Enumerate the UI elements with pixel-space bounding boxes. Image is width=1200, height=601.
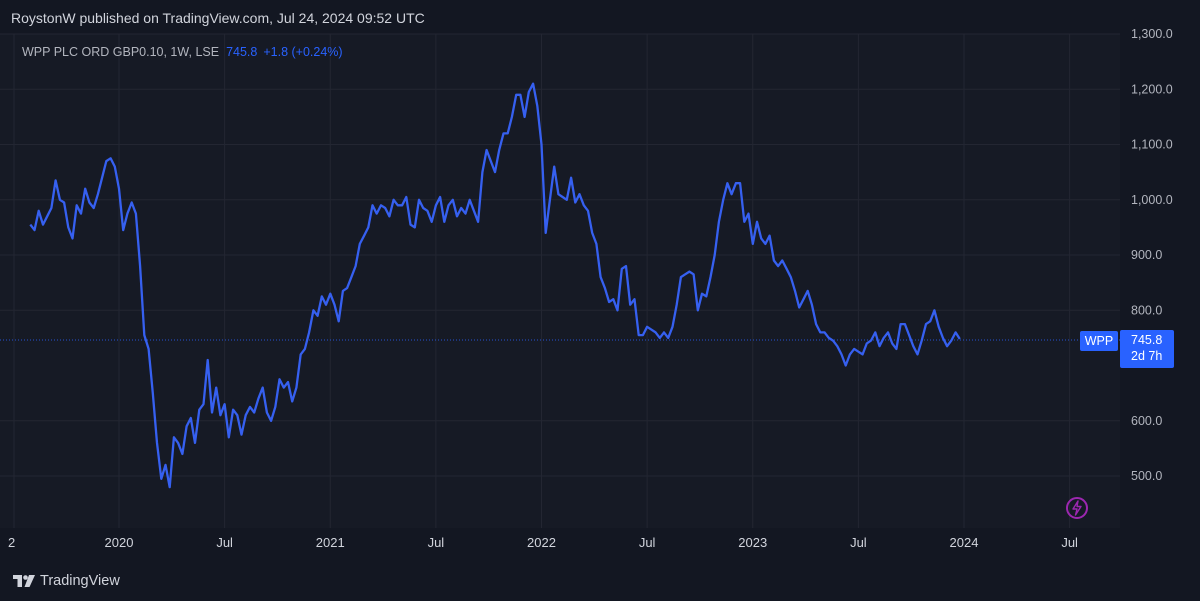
- x-tick-label: Jul: [1061, 535, 1078, 550]
- x-tick-label: 2021: [316, 535, 345, 550]
- y-tick-label: 500.0: [1131, 469, 1162, 483]
- tradingview-logo-text: TradingView: [40, 573, 120, 589]
- x-tick-label: 2024: [950, 535, 979, 550]
- bottom-bar: [0, 560, 1200, 601]
- y-tick-label: 1,300.0: [1131, 27, 1173, 41]
- ticker-tag: [1080, 331, 1118, 351]
- top-bar: RoystonW published on TradingView.com, J…: [0, 0, 1200, 34]
- y-tick-label: 600.0: [1131, 414, 1162, 428]
- x-tick-label: 2020: [105, 535, 134, 550]
- price-axis[interactable]: 1,300.0 1,200.0 1,100.0 1,000.0 900.0 800.0 60…: [1131, 27, 1173, 483]
- lightning-icon[interactable]: [1066, 497, 1088, 519]
- price-series-line: [29, 82, 961, 489]
- tradingview-logo[interactable]: TradingView: [12, 573, 120, 589]
- symbol-legend[interactable]: WPP PLC ORD GBP0.10, 1W, LSE 745.8 +1.8 (+…: [22, 45, 343, 59]
- x-tick-label: Jul: [639, 535, 656, 550]
- price-label-badge: WPP 745.8 2d 7h: [1080, 330, 1174, 368]
- y-tick-label: 1,200.0: [1131, 82, 1173, 96]
- time-axis[interactable]: 2 2020 Jul 2021 Jul 2022 Jul 2023 Jul 2024 Jul: [8, 535, 1078, 550]
- tradingview-logo-icon: [13, 575, 35, 587]
- x-tick-label: Jul: [428, 535, 445, 550]
- x-tick-label: 2023: [738, 535, 767, 550]
- legend-last-value: 745.8: [226, 45, 258, 59]
- x-tick-label: 2: [8, 535, 15, 550]
- legend-change: +1.8 (+0.24%): [263, 45, 343, 59]
- x-tick-label: 2022: [527, 535, 556, 550]
- x-tick-label: Jul: [216, 535, 233, 550]
- y-tick-label: 800.0: [1131, 303, 1162, 317]
- published-caption: RoystonW published on TradingView.com, J…: [11, 10, 425, 26]
- symbol-description: WPP PLC ORD GBP0.10, 1W, LSE: [22, 45, 220, 59]
- y-tick-label: 1,100.0: [1131, 138, 1173, 152]
- y-tick-label: 900.0: [1131, 248, 1162, 262]
- last-price-value: 745.8: [1131, 333, 1162, 347]
- last-price-tag: [1120, 330, 1174, 368]
- x-tick-label: Jul: [850, 535, 867, 550]
- ticker-tag-text: WPP: [1085, 334, 1113, 348]
- grid-lines: [0, 33, 1120, 528]
- bar-countdown: 2d 7h: [1131, 349, 1162, 363]
- chart-area[interactable]: [0, 34, 1120, 528]
- y-tick-label: 1,000.0: [1131, 193, 1173, 207]
